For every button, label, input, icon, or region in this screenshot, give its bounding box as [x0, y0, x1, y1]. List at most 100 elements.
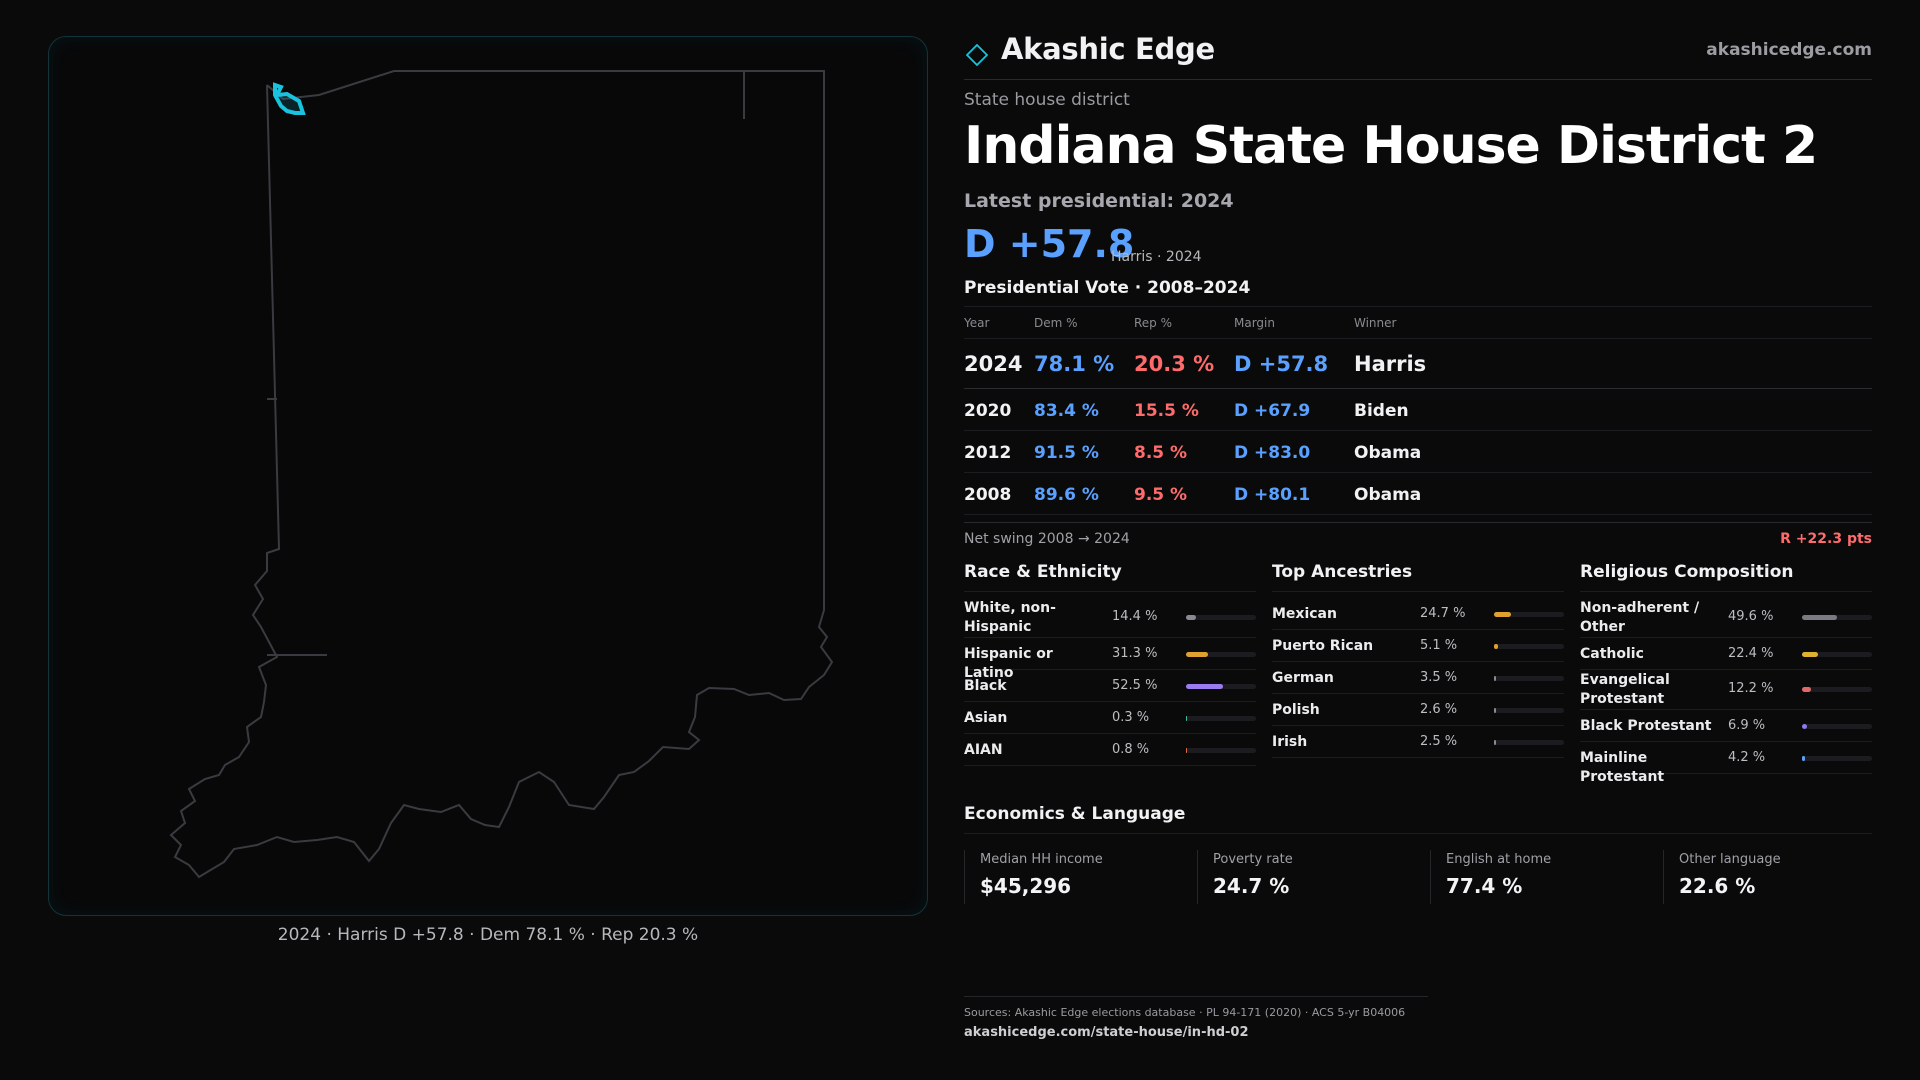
row-rep: 15.5 % [1134, 401, 1199, 421]
list-item: Irish 2.5 % [1272, 726, 1564, 758]
item-bar-fill [1802, 724, 1807, 729]
district-map[interactable] [48, 36, 928, 916]
item-bar-fill [1494, 740, 1496, 745]
item-bar-fill [1802, 652, 1818, 657]
item-value: 14.4 % [1112, 609, 1158, 624]
econ-label: Median HH income [980, 852, 1103, 867]
latest-margin: D +57.8 [964, 222, 1135, 266]
econ-card-other-language: Other language 22.6 % [1663, 850, 1883, 904]
item-label: Hispanic or Latino [964, 646, 1053, 681]
item-bar [1802, 615, 1872, 620]
item-label: Non-adherent / Other [1580, 600, 1700, 635]
item-value: 31.3 % [1112, 646, 1158, 661]
table-row[interactable]: 2020 83.4 % 15.5 % D +67.9 Biden [964, 389, 1872, 431]
econ-value: 77.4 % [1446, 874, 1523, 898]
race-ethnicity-panel: Race & Ethnicity White, non-Hispanic 14.… [964, 562, 1256, 766]
item-value: 2.6 % [1420, 702, 1458, 717]
row-rep: 20.3 % [1134, 352, 1215, 376]
item-label: Evangelical Protestant [1580, 672, 1670, 707]
item-bar [1494, 676, 1564, 681]
item-bar [1802, 652, 1872, 657]
item-bar-fill [1186, 652, 1208, 657]
item-value: 3.5 % [1420, 670, 1458, 685]
row-dem: 89.6 % [1034, 485, 1099, 505]
indiana-map [169, 70, 834, 879]
item-label: Irish [1272, 734, 1308, 750]
presidential-vote-table: Year Dem % Rep % Margin Winner 2024 78.1… [964, 306, 1872, 515]
item-value: 49.6 % [1728, 609, 1774, 624]
latest-presidential-label: Latest presidential: 2024 [964, 190, 1234, 212]
item-bar-fill [1802, 687, 1811, 692]
item-bar-fill [1186, 684, 1223, 689]
row-year: 2012 [964, 443, 1012, 463]
table-row[interactable]: 2024 78.1 % 20.3 % D +57.8 Harris [964, 339, 1872, 389]
item-value: 52.5 % [1112, 678, 1158, 693]
item-bar-fill [1186, 615, 1197, 620]
economics-title: Economics & Language [964, 804, 1872, 834]
econ-value: 22.6 % [1679, 874, 1756, 898]
header: Akashic Edge akashicedge.com [964, 30, 1872, 80]
item-label: Black Protestant [1580, 718, 1712, 734]
item-value: 0.8 % [1112, 742, 1150, 757]
item-bar [1802, 687, 1872, 692]
net-swing: Net swing 2008 → 2024 R +22.3 pts [964, 522, 1872, 552]
col-rep: Rep % [1134, 316, 1173, 330]
list-item: Black 52.5 % [964, 670, 1256, 702]
latest-margin-sub: Harris · 2024 [1111, 249, 1202, 265]
map-caption: 2024 · Harris D +57.8 · Dem 78.1 % · Rep… [277, 925, 699, 945]
item-bar [1186, 652, 1256, 657]
site-link[interactable]: akashicedge.com [1706, 40, 1872, 60]
item-bar [1494, 644, 1564, 649]
list-item: German 3.5 % [1272, 662, 1564, 694]
item-label: German [1272, 670, 1334, 686]
item-bar [1494, 612, 1564, 617]
item-bar-fill [1186, 716, 1188, 721]
econ-card-income: Median HH income $45,296 [964, 850, 1184, 904]
table-row[interactable]: 2008 89.6 % 9.5 % D +80.1 Obama [964, 473, 1872, 515]
col-year: Year [964, 316, 990, 330]
item-value: 5.1 % [1420, 638, 1458, 653]
econ-label: Other language [1679, 852, 1781, 867]
page-kicker: State house district [964, 90, 1130, 110]
item-label: White, non-Hispanic [964, 600, 1056, 635]
item-value: 0.3 % [1112, 710, 1150, 725]
item-label: Asian [964, 710, 1008, 726]
list-item: Catholic 22.4 % [1580, 638, 1872, 670]
item-label: Mexican [1272, 606, 1337, 622]
item-bar-fill [1494, 644, 1498, 649]
item-label: Mainline Protestant [1580, 750, 1665, 785]
table-row[interactable]: 2012 91.5 % 8.5 % D +83.0 Obama [964, 431, 1872, 473]
list-item: White, non-Hispanic 14.4 % [964, 598, 1256, 638]
econ-label: Poverty rate [1213, 852, 1293, 867]
list-item: Mainline Protestant 4.2 % [1580, 742, 1872, 785]
table-header: Year Dem % Rep % Margin Winner [964, 307, 1872, 339]
col-winner: Winner [1354, 316, 1397, 330]
item-value: 24.7 % [1420, 606, 1466, 621]
brand-name[interactable]: Akashic Edge [1001, 32, 1215, 66]
list-item: Non-adherent / Other 49.6 % [1580, 598, 1872, 638]
page-title: Indiana State House District 2 [964, 116, 1818, 176]
list-item: Polish 2.6 % [1272, 694, 1564, 726]
row-margin: D +80.1 [1234, 485, 1311, 505]
row-winner: Obama [1354, 485, 1422, 505]
ancestries-panel: Top Ancestries Mexican 24.7 % Puerto Ric… [1272, 562, 1564, 758]
list-item: Puerto Rican 5.1 % [1272, 630, 1564, 662]
net-swing-label: Net swing 2008 → 2024 [964, 531, 1130, 547]
row-dem: 91.5 % [1034, 443, 1099, 463]
district-2-outline[interactable] [273, 82, 306, 115]
item-bar-fill [1802, 756, 1805, 761]
list-item: Evangelical Protestant 12.2 % [1580, 670, 1872, 710]
list-item: Asian 0.3 % [964, 702, 1256, 734]
row-year: 2020 [964, 401, 1012, 421]
religion-panel: Religious Composition Non-adherent / Oth… [1580, 562, 1872, 785]
religion-title: Religious Composition [1580, 562, 1872, 592]
list-item: AIAN 0.8 % [964, 734, 1256, 766]
item-bar [1802, 724, 1872, 729]
net-swing-value: R +22.3 pts [1780, 531, 1872, 547]
row-winner: Obama [1354, 443, 1422, 463]
vote-table-title: Presidential Vote · 2008–2024 [964, 278, 1251, 298]
item-bar [1802, 756, 1872, 761]
page-url-link[interactable]: akashicedge.com/state-house/in-hd-02 [964, 1025, 1249, 1040]
item-label: Puerto Rican [1272, 638, 1374, 654]
econ-card-english: English at home 77.4 % [1430, 850, 1650, 904]
